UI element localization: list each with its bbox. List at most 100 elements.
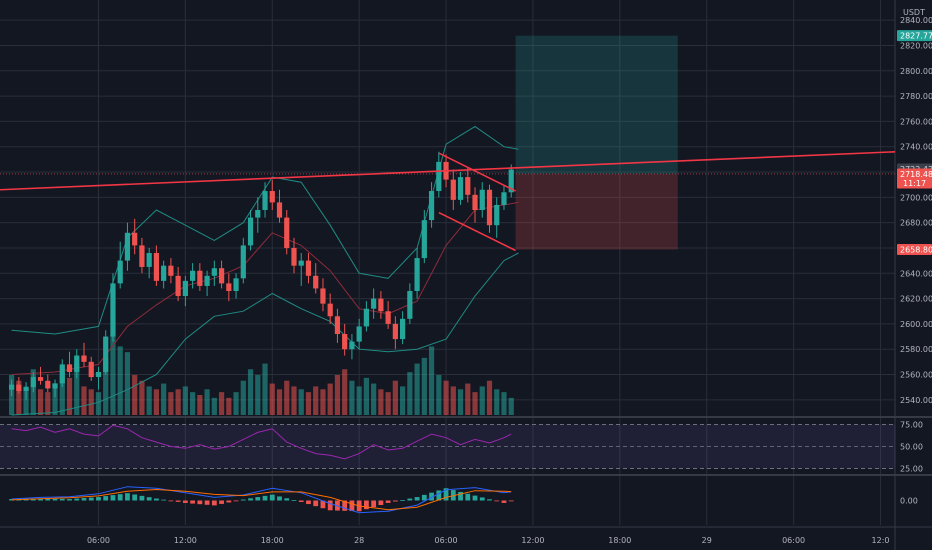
- price-tick-label: 2740.00: [900, 143, 932, 152]
- candle-body: [175, 275, 181, 297]
- candle-body: [103, 336, 109, 372]
- volume-bar: [161, 383, 167, 415]
- candle-body: [465, 177, 471, 195]
- volume-bar: [204, 389, 210, 415]
- candle-body: [211, 268, 217, 276]
- volume-bar: [349, 380, 355, 415]
- macd-histogram-bar: [342, 500, 348, 511]
- volume-bars: [8, 335, 514, 415]
- macd-histogram-bar: [458, 491, 463, 501]
- candle-body: [95, 371, 102, 378]
- volume-bar: [88, 389, 94, 415]
- candle-body: [74, 355, 80, 372]
- macd-histogram-bar: [501, 500, 507, 503]
- macd-histogram-bar: [96, 497, 101, 501]
- macd-histogram-bar: [197, 500, 203, 505]
- candle-body: [342, 334, 348, 350]
- macd-histogram-bar: [103, 496, 109, 501]
- candle-body: [218, 268, 225, 284]
- volume-bar: [443, 380, 449, 415]
- volume-bar: [305, 392, 312, 415]
- volume-bar: [16, 380, 22, 415]
- price-tag-bg: [897, 168, 932, 189]
- volume-bar: [37, 389, 44, 415]
- volume-bar: [327, 383, 333, 415]
- volume-bar: [508, 397, 514, 415]
- macd-histogram-bar: [443, 488, 449, 501]
- volume-bar: [342, 369, 348, 415]
- macd-histogram-bar: [59, 498, 65, 501]
- candle-body: [66, 364, 73, 372]
- macd-histogram-bar: [233, 500, 239, 502]
- macd-histogram-bar: [313, 500, 319, 507]
- candle-body: [385, 311, 391, 324]
- volume-bar: [190, 392, 196, 415]
- volume-bar: [363, 377, 369, 415]
- candle-body: [161, 265, 167, 281]
- time-axis[interactable]: 06:00 12:00 18:00 28 06:00 12:00 18:00 29 06:00 1…: [87, 536, 890, 545]
- macd-histogram-bar: [306, 500, 311, 505]
- trend-drawings[interactable]: [0, 150, 896, 252]
- candle-body: [363, 308, 369, 327]
- rsi-tick-label: 75.00: [900, 420, 923, 429]
- volume-bar: [457, 389, 464, 415]
- time-tick-label: 06:00: [87, 536, 110, 545]
- candle-body: [226, 283, 232, 291]
- volume-bar: [233, 392, 239, 415]
- candle-body: [30, 377, 36, 388]
- currency-label[interactable]: USDT: [903, 8, 925, 17]
- bollinger-upper: [11, 125, 519, 335]
- rsi-line: [11, 424, 512, 460]
- macd-histogram-bar: [240, 499, 246, 501]
- macd-signal-line: [11, 488, 512, 511]
- candle-body: [240, 245, 246, 279]
- price-tick-label: 2640.00: [900, 269, 932, 278]
- candle-body: [291, 247, 297, 266]
- candle-body: [182, 280, 188, 297]
- candle-body: [501, 192, 507, 205]
- candle-body: [400, 318, 406, 340]
- rsi-tick-label: 50.00: [900, 443, 923, 452]
- macd-histogram-bar: [204, 500, 210, 505]
- candle-body: [371, 298, 377, 309]
- position-tool[interactable]: [0, 35, 895, 250]
- volume-bar: [153, 389, 160, 415]
- candle-body: [247, 217, 254, 246]
- volume-bar: [240, 380, 246, 415]
- price-tick-label: 2760.00: [900, 117, 932, 126]
- macd-histogram-bar: [421, 494, 427, 501]
- price-tag-bg: [897, 30, 932, 42]
- price-tick-label: 2540.00: [900, 396, 932, 405]
- rsi-tick-label: 25.00: [900, 465, 923, 474]
- volume-bar: [385, 392, 391, 415]
- candle-body: [436, 161, 442, 192]
- macd-histogram-bar: [414, 497, 420, 501]
- macd-histogram-bar: [139, 495, 145, 501]
- candle-body: [117, 260, 123, 284]
- macd-histogram-bar: [117, 494, 123, 501]
- price-tick-label: 2700.00: [900, 193, 932, 202]
- macd-tick-label: 0.00: [900, 497, 918, 506]
- volume-bar: [276, 389, 283, 415]
- macd-histogram-bar: [269, 494, 275, 501]
- candle-body: [269, 191, 275, 203]
- macd-histogram-bar: [400, 500, 406, 501]
- volume-bar: [450, 386, 456, 415]
- macd-histogram-bar: [378, 500, 384, 506]
- macd-histogram-bar: [479, 497, 485, 501]
- profit-zone: [515, 35, 678, 174]
- volume-bar: [501, 392, 507, 415]
- volume-bar: [356, 386, 362, 415]
- price-tag-countdown: 11:17: [903, 179, 926, 188]
- macd-histogram-bar: [363, 500, 369, 510]
- macd-histogram-bar: [385, 500, 391, 503]
- candle-body: [356, 326, 362, 342]
- macd-histogram-bar: [168, 500, 174, 502]
- candle-body: [168, 265, 174, 276]
- macd-histogram-bar: [291, 500, 297, 501]
- bollinger-lower: [11, 252, 519, 416]
- candle-body: [204, 275, 210, 286]
- price-tick-label: 2800.00: [900, 67, 932, 76]
